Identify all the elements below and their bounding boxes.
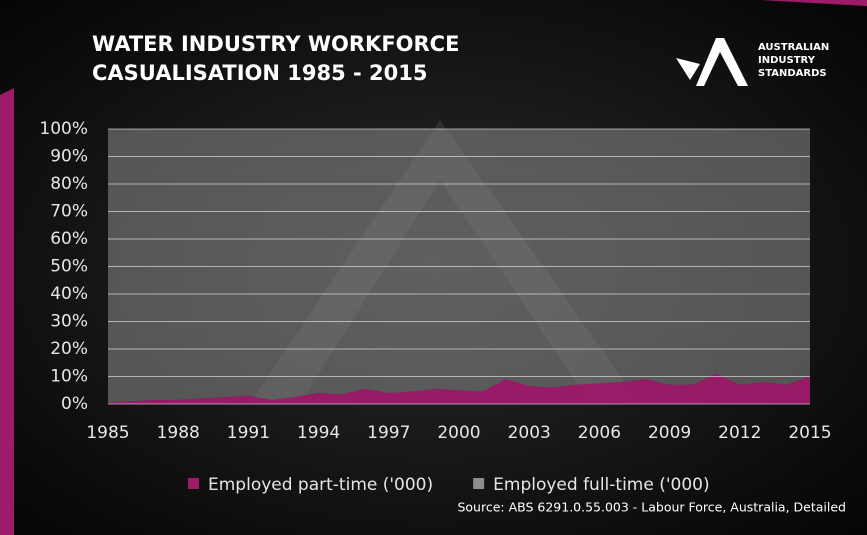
y-tick-label: 40%	[50, 284, 88, 304]
y-tick-label: 10%	[50, 367, 88, 387]
x-tick-label: 1997	[367, 423, 410, 443]
x-tick-label: 2015	[788, 423, 831, 443]
accent-bar	[0, 88, 14, 535]
x-tick-label: 1988	[157, 423, 200, 443]
logo-mark	[676, 58, 700, 80]
logo-text: AUSTRALIAN	[758, 42, 829, 53]
x-tick-label: 1991	[227, 423, 270, 443]
legend-swatch	[188, 478, 199, 489]
logo-mark	[696, 38, 748, 86]
area	[108, 129, 810, 403]
y-tick-label: 100%	[39, 119, 88, 139]
y-tick-label: 0%	[61, 394, 88, 414]
x-tick-label: 2012	[718, 423, 761, 443]
y-tick-label: 50%	[50, 257, 88, 277]
area	[108, 373, 810, 404]
y-tick-label: 20%	[50, 339, 88, 359]
y-tick-label: 90%	[50, 147, 88, 167]
chart-title: CASUALISATION 1985 - 2015	[92, 61, 428, 85]
x-tick-label: 1994	[297, 423, 340, 443]
logo: AUSTRALIAN INDUSTRY STANDARDS	[676, 38, 829, 86]
y-tick-label: 30%	[50, 312, 88, 332]
y-tick-label: 80%	[50, 174, 88, 194]
x-tick-label: 2009	[648, 423, 691, 443]
source: Source: ABS 6291.0.55.003 - Labour Force…	[457, 500, 846, 515]
y-tick-label: 70%	[50, 202, 88, 222]
legend-label: Employed full-time ('000)	[493, 475, 709, 495]
x-tick-label: 2006	[578, 423, 621, 443]
x-tick-label: 2000	[437, 423, 480, 443]
chart-title: WATER INDUSTRY WORKFORCE	[92, 32, 459, 56]
legend-swatch	[473, 478, 485, 489]
logo-text: STANDARDS	[758, 68, 827, 79]
x-tick-label: 1985	[86, 423, 129, 443]
y-tick-label: 60%	[50, 229, 88, 249]
logo-text: INDUSTRY	[758, 55, 816, 66]
x-tick-label: 2003	[508, 423, 551, 443]
legend-label: Employed part-time ('000)	[208, 475, 433, 495]
accent-corner	[760, 0, 867, 6]
